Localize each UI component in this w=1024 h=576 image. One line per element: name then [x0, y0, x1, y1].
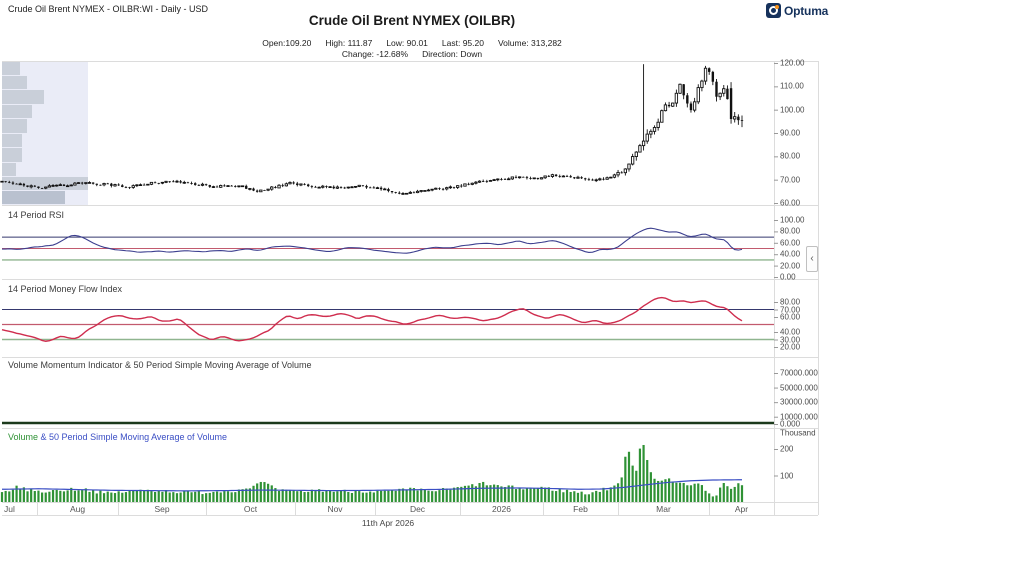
volume-momentum-axis-label: 50000.000 — [780, 383, 818, 393]
stat-direction: Direction: Down — [422, 49, 483, 59]
volume-title-green: Volume — [8, 432, 39, 442]
x-axis-month-label: Nov — [327, 504, 343, 514]
stat-low: Low: 90.01 — [386, 38, 428, 48]
volume-momentum-panel-title: Volume Momentum Indicator & 50 Period Si… — [8, 360, 312, 370]
volume-momentum-axis-label: 30000.000 — [780, 397, 818, 407]
price-axis-label: 60.00 — [780, 198, 801, 208]
stat-high: High: 111.87 — [325, 38, 373, 48]
price-axis-label: 120.00 — [780, 58, 805, 68]
mfi-panel-title: 14 Period Money Flow Index — [8, 284, 123, 294]
optuma-logo: Optuma — [766, 3, 828, 18]
volume-momentum-axis-label: 0.000 — [780, 419, 801, 429]
selected-date-label: 11th Apr 2026 — [361, 518, 415, 528]
rsi-panel-title: 14 Period RSI — [8, 210, 65, 220]
x-axis-month-label: Sep — [154, 504, 170, 514]
chart-title: Crude Oil Brent NYMEX (OILBR) — [308, 13, 516, 28]
window-title: Crude Oil Brent NYMEX - OILBR:WI - Daily… — [8, 4, 209, 14]
rsi-axis-label: 80.00 — [780, 226, 801, 236]
x-axis-month-label: Aug — [69, 504, 86, 514]
mfi-axis-label: 40.00 — [780, 327, 801, 337]
price-axis-label: 100.00 — [780, 105, 805, 115]
stat-last: Last: 95.20 — [441, 38, 484, 48]
rsi-axis-label: 20.00 — [780, 261, 801, 271]
price-axis-label: 70.00 — [780, 175, 801, 185]
x-axis-month-label: Oct — [243, 504, 258, 514]
x-axis-month-label: Jul — [4, 504, 15, 514]
rsi-axis-label: 60.00 — [780, 238, 801, 248]
volume-axis-label: 100 — [780, 471, 794, 480]
optuma-logo-icon — [766, 3, 781, 18]
mfi-axis-label: 80.00 — [780, 297, 801, 307]
mfi-axis-label: 30.00 — [780, 335, 801, 344]
stat-volume: Volume: 313,282 — [497, 38, 562, 48]
change-stats-row: Change: -12.68% Direction: Down — [0, 49, 824, 59]
price-axis-label: 90.00 — [780, 128, 801, 138]
x-axis-month-label: Apr — [734, 504, 749, 514]
price-axis-label: 110.00 — [780, 81, 804, 91]
stat-change: Change: -12.68% — [341, 49, 409, 59]
mfi-axis-label: 20.00 — [780, 342, 801, 352]
volume-momentum-axis-label: 70000.000 — [780, 368, 818, 378]
x-axis-month-label: 2026 — [492, 504, 511, 514]
logo-ring-shape — [769, 6, 778, 15]
volume-sma-title-blue: & 50 Period Simple Moving Average of Vol… — [38, 432, 227, 442]
rsi-axis-label: 40.00 — [780, 249, 801, 259]
logo-orange-dot — [775, 5, 779, 9]
rsi-axis-label: 0.00 — [780, 272, 796, 282]
x-axis-month-label: Dec — [409, 504, 426, 514]
volume-axis-label: 200 — [780, 444, 794, 454]
x-axis-month-label: Feb — [573, 504, 588, 514]
x-axis-month-label: Mar — [656, 504, 671, 514]
volume-panel-title: Volume & 50 Period Simple Moving Average… — [8, 432, 227, 442]
stat-open: Open:109.20 — [262, 38, 312, 48]
mfi-axis-label: 60.00 — [780, 312, 801, 322]
optuma-logo-text: Optuma — [784, 3, 829, 18]
volume-momentum-axis-label: 10000.000 — [780, 412, 818, 422]
ohlc-stats-row: Open:109.20 High: 111.87 Low: 90.01 Last: 9… — [0, 38, 824, 48]
collapse-axis-button[interactable]: ‹ — [806, 246, 818, 272]
mfi-axis-label: 70.00 — [780, 305, 801, 314]
volume-axis-label: Thousand — [780, 428, 816, 438]
price-axis-label: 80.00 — [780, 151, 801, 161]
rsi-axis-label: 100.00 — [780, 215, 805, 225]
